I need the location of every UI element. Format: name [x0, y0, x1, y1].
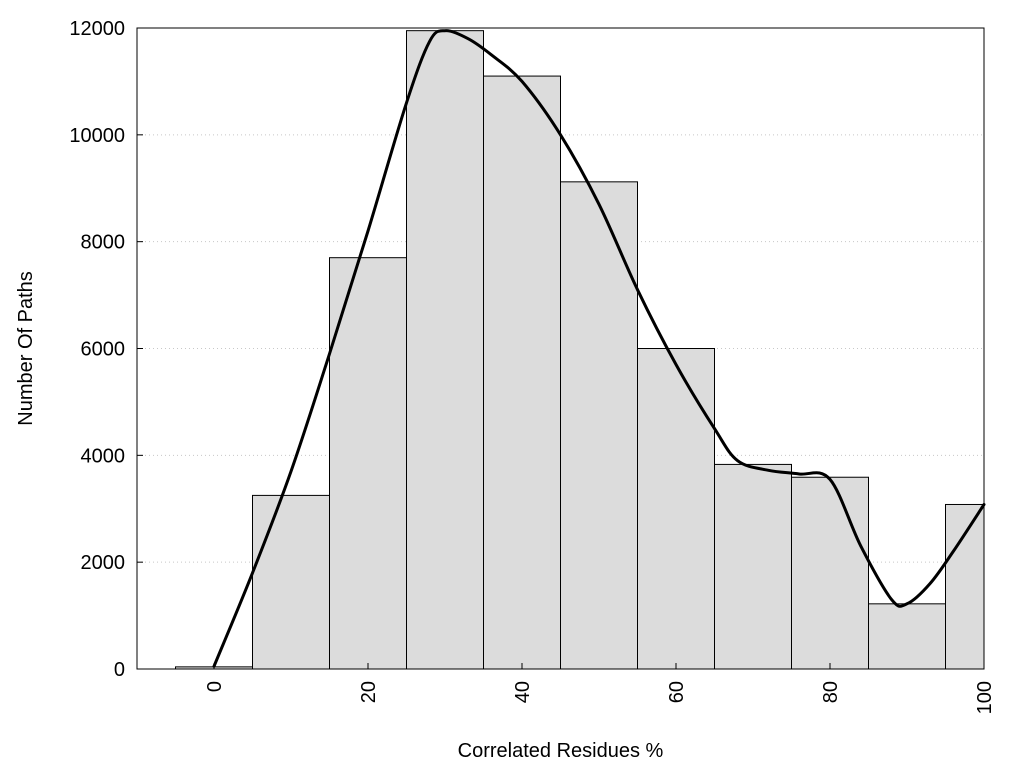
y-tick-label: 6000 — [81, 339, 126, 361]
histogram-bar — [637, 348, 715, 670]
histogram-bar — [560, 181, 638, 670]
y-tick-label: 4000 — [81, 445, 126, 467]
x-tick-label: 80 — [820, 681, 842, 703]
y-axis-label: Number Of Paths — [15, 271, 37, 426]
y-tick-label: 8000 — [81, 232, 126, 254]
histogram-bar — [252, 494, 330, 670]
x-tick-label: 100 — [974, 681, 996, 714]
x-axis-ticks: 0 20 40 60 80 100 — [204, 663, 996, 714]
density-curve — [212, 29, 986, 668]
histogram-bar — [868, 603, 946, 670]
histogram-bar — [945, 503, 985, 670]
x-tick-label: 60 — [666, 681, 688, 703]
histogram-bar — [714, 463, 792, 670]
histogram-bars — [175, 30, 985, 670]
histogram-bar — [791, 476, 869, 670]
y-tick-label: 0 — [114, 659, 125, 681]
x-tick-label: 20 — [358, 681, 380, 703]
y-axis-ticks: 0 2000 4000 6000 8000 10000 12000 — [69, 18, 143, 681]
histogram-bar — [483, 75, 561, 670]
x-tick-label: 0 — [204, 681, 226, 692]
y-tick-label: 2000 — [81, 552, 126, 574]
x-axis-label: Correlated Residues % — [458, 740, 664, 762]
x-tick-label: 40 — [512, 681, 534, 703]
y-tick-label: 10000 — [69, 125, 125, 147]
y-tick-label: 12000 — [69, 18, 125, 40]
histogram-bar — [406, 30, 484, 670]
